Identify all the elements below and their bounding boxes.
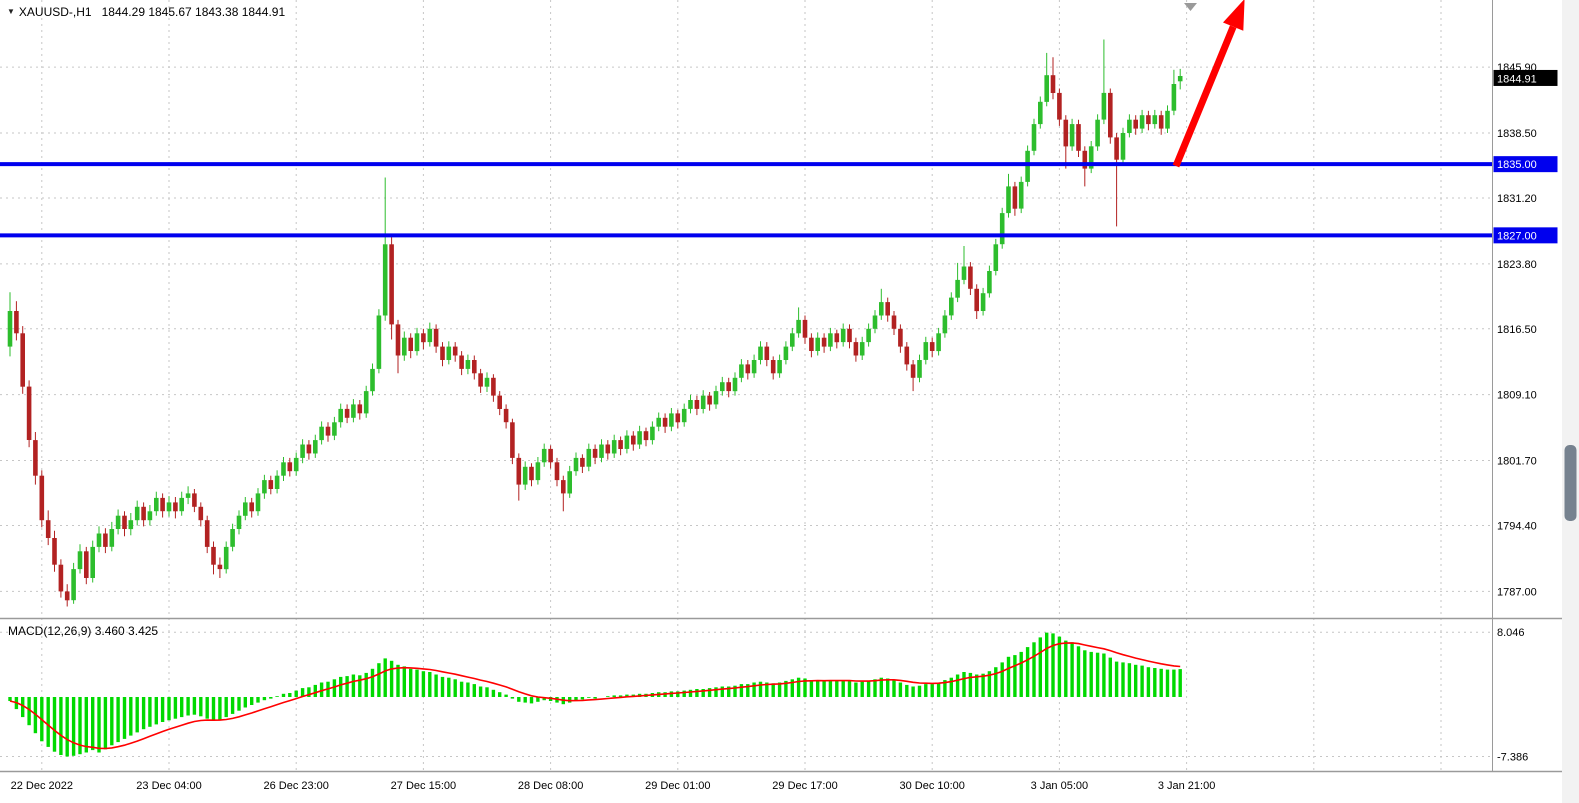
scrollbar-track[interactable] [1562,0,1579,803]
svg-text:23 Dec 04:00: 23 Dec 04:00 [136,780,201,792]
svg-text:26 Dec 23:00: 26 Dec 23:00 [263,780,328,792]
candles-layer [7,39,1183,607]
chart-menu-icon[interactable]: ▼ [7,7,15,16]
time-axis[interactable]: 22 Dec 2022 23 Dec 04:00 26 Dec 23:00 27 De… [11,780,1216,792]
svg-text:29 Dec 01:00: 29 Dec 01:00 [645,780,710,792]
svg-text:1794.40: 1794.40 [1497,520,1537,532]
svg-text:30 Dec 10:00: 30 Dec 10:00 [899,780,964,792]
svg-text:27 Dec 15:00: 27 Dec 15:00 [391,780,456,792]
svg-text:1844.91: 1844.91 [1497,73,1537,85]
svg-text:8.046: 8.046 [1497,627,1525,639]
svg-text:1835.00: 1835.00 [1497,159,1537,171]
hline-price-badge: 1827.00 [1493,227,1558,244]
macd-indicator-label: MACD(12,26,9) 3.460 3.425 [8,624,159,638]
svg-text:1827.00: 1827.00 [1497,230,1537,242]
svg-text:-7.386: -7.386 [1497,751,1528,763]
ohlc-values: 1844.29 1845.67 1843.38 1844.91 [101,5,286,19]
macd-histogram [8,632,1182,757]
svg-text:1838.50: 1838.50 [1497,128,1537,140]
svg-text:22 Dec 2022: 22 Dec 2022 [11,780,73,792]
svg-text:1787.00: 1787.00 [1497,586,1537,598]
trend-arrow[interactable] [1172,0,1245,168]
svg-text:28 Dec 08:00: 28 Dec 08:00 [518,780,583,792]
svg-text:1801.70: 1801.70 [1497,456,1537,468]
grid-layer [0,0,1492,772]
current-price-badge: 1844.91 [1493,69,1558,86]
svg-text:3 Jan 05:00: 3 Jan 05:00 [1031,780,1089,792]
svg-text:1809.10: 1809.10 [1497,390,1537,402]
price-axis[interactable]: 1845.901838.501831.201823.801816.501809.… [1497,62,1537,763]
svg-text:1816.50: 1816.50 [1497,324,1537,336]
chart-shift-marker[interactable] [1184,3,1197,11]
svg-text:1831.20: 1831.20 [1497,193,1537,205]
macd-signal-line [9,642,1181,750]
scrollbar-thumb[interactable] [1564,445,1577,521]
hline-price-badge: 1835.00 [1493,156,1558,173]
symbol-title: XAUUSD-,H1 [18,5,92,19]
svg-text:29 Dec 17:00: 29 Dec 17:00 [772,780,837,792]
svg-text:3 Jan 21:00: 3 Jan 21:00 [1158,780,1216,792]
symbol-ohlc-line: ▼ XAUUSD-,H1 1844.29 1845.67 1843.38 1844.… [7,5,285,19]
svg-text:1823.80: 1823.80 [1497,259,1537,271]
